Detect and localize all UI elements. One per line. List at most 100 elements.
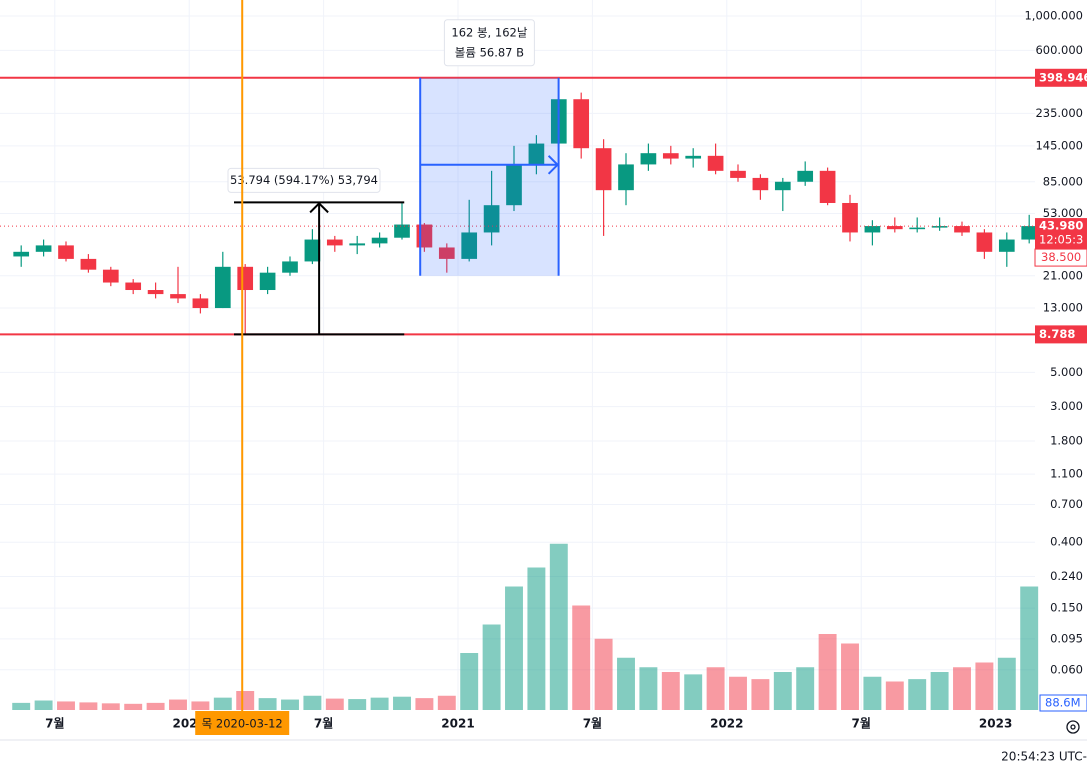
candle-body xyxy=(886,226,903,230)
candle-body xyxy=(147,290,164,295)
volume-bar xyxy=(258,698,277,710)
secondary-price-bg xyxy=(1034,248,1087,267)
measure-volume: 볼륨 56.87 B xyxy=(455,45,524,59)
volume-bar xyxy=(370,697,389,710)
candle-body xyxy=(80,258,97,270)
candle-body xyxy=(864,226,881,233)
volume-label: 88.6M xyxy=(1045,696,1081,710)
candle-body xyxy=(528,143,545,165)
volume-bar xyxy=(684,674,703,710)
y-tick-label: 145.000 xyxy=(1035,138,1083,152)
volume-bar xyxy=(325,698,344,710)
candle-body xyxy=(58,245,74,259)
candle-body xyxy=(192,298,209,309)
volume-bar xyxy=(101,703,120,710)
volume-bar xyxy=(236,691,255,710)
volume-bar xyxy=(796,667,815,710)
volume-bar xyxy=(1020,586,1039,710)
volume-bar xyxy=(213,697,232,710)
candle-body xyxy=(304,239,321,262)
candle-body xyxy=(394,224,410,238)
candle-body xyxy=(774,181,791,191)
y-tick-label: 85.000 xyxy=(1043,174,1083,188)
candle-body xyxy=(506,164,522,206)
candle-body xyxy=(662,153,679,159)
y-tick-label: 3.000 xyxy=(1050,399,1083,413)
range-label: 53.794 (594.17%) 53,794 xyxy=(230,173,378,187)
candle-body xyxy=(214,266,231,309)
candle-body xyxy=(13,251,30,257)
y-tick-label: 21.000 xyxy=(1043,268,1083,282)
measure-bars: 162 봉, 162날 xyxy=(451,25,527,39)
volume-bar xyxy=(661,672,680,710)
volume-bar xyxy=(146,702,165,710)
volume-bar xyxy=(527,567,546,710)
y-tick-label: 0.700 xyxy=(1050,497,1083,511)
volume-bar xyxy=(751,679,770,710)
volume-bar xyxy=(303,695,322,710)
candle-body xyxy=(35,245,52,252)
x-tick-label: 7월 xyxy=(852,716,871,731)
volume-bar xyxy=(348,699,367,710)
candle-body xyxy=(326,239,343,246)
y-tick-label: 235.000 xyxy=(1035,106,1083,120)
candle-body xyxy=(595,148,612,191)
y-tick-label: 0.060 xyxy=(1050,662,1083,676)
volume-bar xyxy=(841,643,859,710)
volume-bar xyxy=(885,681,904,710)
volume-bar xyxy=(617,657,635,710)
volume-bar xyxy=(818,634,837,710)
x-tick-label: 2022 xyxy=(710,717,743,731)
candle-body xyxy=(954,226,970,233)
candle-body xyxy=(998,239,1015,252)
candle-body xyxy=(259,272,276,291)
volume-bar xyxy=(863,676,882,710)
candle-body xyxy=(752,177,769,191)
countdown: 12:05:3 xyxy=(1039,233,1083,247)
y-tick-label: 600.000 xyxy=(1035,43,1083,57)
crosshair-label: 목 2020-03-12 xyxy=(202,717,283,731)
y-tick-label: 0.240 xyxy=(1050,569,1083,583)
volume-bar xyxy=(639,667,658,710)
candle-body xyxy=(730,170,746,178)
measure-arrow-head xyxy=(547,155,560,175)
range-label-bg xyxy=(227,167,381,193)
volume-bar xyxy=(706,667,725,710)
y-tick-label: 1.100 xyxy=(1050,467,1083,481)
candle-body xyxy=(931,226,948,228)
x-tick-label: 7월 xyxy=(45,716,64,731)
volume-bar xyxy=(975,662,994,710)
volume-bar xyxy=(908,679,927,710)
volume-bar xyxy=(460,653,479,710)
last-price-bg xyxy=(1035,218,1087,250)
volume-bar xyxy=(79,702,98,710)
volume-bar xyxy=(281,699,299,710)
volume-bar xyxy=(57,701,75,710)
candle-body xyxy=(438,247,455,259)
price-label-bg xyxy=(1035,325,1087,344)
volume-bar xyxy=(191,701,210,710)
volume-bar xyxy=(415,698,434,710)
candle-body xyxy=(170,294,186,299)
volume-bar xyxy=(930,672,949,710)
volume-bar xyxy=(549,543,568,710)
x-tick-label: 2021 xyxy=(441,717,474,731)
volume-bar xyxy=(594,638,613,710)
volume-bar xyxy=(997,657,1016,710)
price-label: 8.788 xyxy=(1039,327,1075,341)
candle-body xyxy=(102,269,119,283)
x-tick-label: 2023 xyxy=(979,717,1012,731)
measure-label-bg xyxy=(443,19,535,67)
crosshair-label-bg xyxy=(195,711,290,735)
settings-icon[interactable] xyxy=(1066,720,1080,734)
x-tick-label: 7월 xyxy=(583,716,602,731)
settings-icon-center xyxy=(1070,724,1076,730)
secondary-price-label: 38.500 xyxy=(1041,250,1081,264)
candle-body xyxy=(461,232,478,259)
candle-body xyxy=(909,227,926,230)
volume-bar xyxy=(437,695,456,710)
last-price-label: 43.980 xyxy=(1039,219,1083,233)
range-arrow-head xyxy=(309,201,329,214)
candle-body xyxy=(618,164,634,191)
